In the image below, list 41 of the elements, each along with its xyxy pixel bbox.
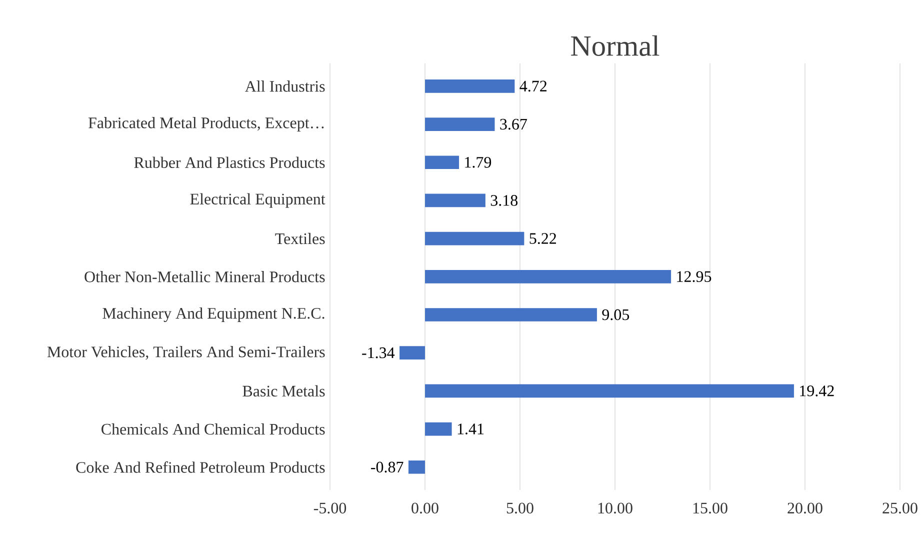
y-tick-label: Chemicals And Chemical Products xyxy=(102,423,325,435)
bar xyxy=(400,346,425,360)
chart-title: Normal xyxy=(571,35,660,56)
bar xyxy=(424,156,460,170)
bar xyxy=(424,308,597,322)
x-tick-label: 20.00 xyxy=(788,502,822,514)
bar xyxy=(424,118,495,131)
y-tick-label: Motor Vehicles, Trailers And Semi-Trailers xyxy=(47,346,325,360)
data-label: 3.67 xyxy=(500,118,527,130)
data-label: 4.72 xyxy=(520,80,546,92)
x-tick-label: 0.00 xyxy=(412,502,438,514)
bar xyxy=(424,80,515,93)
y-tick-label: Textiles xyxy=(275,232,325,244)
y-tick-label: Machinery And Equipment N.E.C. xyxy=(102,307,324,322)
x-tick-label: 25.00 xyxy=(882,502,918,514)
data-label: 1.79 xyxy=(465,156,492,168)
y-tick-label: Basic Metals xyxy=(242,385,325,397)
y-tick-label: Fabricated Metal Products, Except… xyxy=(88,117,324,132)
x-tick-label: 10.00 xyxy=(598,502,632,514)
x-tick-label: 15.00 xyxy=(693,502,728,514)
data-label: 19.42 xyxy=(800,386,834,396)
bar xyxy=(408,460,425,474)
y-tick-label: All Industris xyxy=(244,80,325,92)
y-tick-label: Electrical Equipment xyxy=(190,193,326,208)
x-tick-label: -5.00 xyxy=(314,502,346,514)
y-tick-label: Other Non-Metallic Mineral Products xyxy=(84,271,325,282)
bar xyxy=(424,422,452,436)
bar xyxy=(424,270,672,284)
bar xyxy=(424,194,486,208)
data-label: -0.87 xyxy=(371,462,404,473)
y-tick-label: Coke And Refined Petroleum Products xyxy=(76,461,325,473)
bar xyxy=(424,232,524,246)
data-label: 3.18 xyxy=(490,195,518,206)
bar xyxy=(424,384,794,398)
data-label: -1.34 xyxy=(362,347,395,358)
y-tick-label: Rubber And Plastics Products xyxy=(134,156,325,168)
data-label: 12.95 xyxy=(677,271,712,282)
data-label: 9.05 xyxy=(602,309,630,320)
x-tick-label: 5.00 xyxy=(506,502,534,514)
data-label: 1.41 xyxy=(458,424,484,434)
data-label: 5.22 xyxy=(530,233,556,244)
